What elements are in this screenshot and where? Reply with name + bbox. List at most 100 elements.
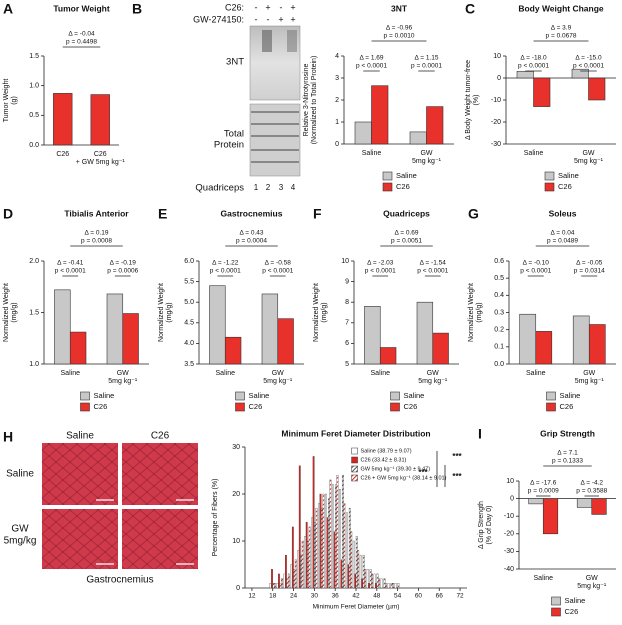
bar [278, 573, 280, 589]
bar [291, 526, 294, 589]
bar [591, 498, 607, 515]
caption: Gastrocnemius [86, 575, 153, 586]
legend-swatch [546, 391, 556, 401]
bar [276, 583, 279, 589]
annotation: Δ = 1.15 [414, 55, 438, 62]
y-axis-label: (%) [473, 95, 480, 106]
bar [350, 531, 353, 589]
annotation: Δ = 0.69 [394, 230, 418, 237]
bar [122, 313, 139, 365]
x-tick-label: Saline [216, 370, 236, 377]
tissue-label: Quadriceps [195, 183, 244, 194]
significance: *** [452, 472, 462, 481]
y-tick-label: 0.5 [29, 112, 39, 119]
legend-swatch [382, 182, 393, 192]
bar [326, 517, 329, 589]
bar [572, 315, 590, 365]
bar [321, 507, 323, 589]
bar [385, 583, 387, 589]
x-tick-label: 5mg kg⁻¹ [108, 378, 138, 385]
annotation: p = 0.0009 [528, 488, 559, 495]
x-tick-label: GW [117, 370, 129, 377]
y-tick-label: -10 [504, 513, 514, 520]
legend-label: Saline [249, 391, 270, 400]
panel-letter: D [3, 206, 13, 222]
x-tick-label: Saline [61, 370, 81, 377]
y-axis-label: Δ Body Weight tumor-free [465, 60, 472, 140]
legend-swatch [382, 171, 393, 181]
y-tick-label: 5 [345, 361, 349, 368]
blot-band [262, 30, 272, 52]
bar [380, 578, 383, 589]
legend-swatch [235, 391, 245, 401]
y-tick-label: -20 [504, 531, 514, 538]
histology-image [42, 509, 118, 569]
legend-label: C26 [94, 402, 108, 411]
annotation: p = 0.0006 [107, 268, 138, 275]
bar [305, 522, 308, 589]
chart-title: 3NT [391, 3, 408, 13]
bar [283, 573, 286, 589]
panel-letter: I [478, 426, 482, 442]
bar [516, 71, 534, 79]
bar [354, 573, 357, 589]
x-tick-label: + GW 5mg kg⁻¹ [76, 159, 126, 166]
annotation: Δ = -18.0 [520, 55, 547, 62]
x-tick-label: GW [420, 150, 432, 157]
annotation: p = 0.0489 [547, 238, 578, 245]
chart-title: Body Weight Change [518, 3, 604, 13]
annotation: Δ = 3.9 [551, 25, 572, 32]
bar [354, 121, 372, 145]
x-tick-label: C26 [94, 151, 107, 158]
legend-label: C26 (33.42 ± 8.31) [361, 457, 407, 463]
y-tick-label: 5.0 [184, 299, 194, 306]
panel-letter: E [158, 206, 167, 222]
y-axis-label: (mg/g) [476, 302, 483, 322]
bar [394, 583, 397, 589]
bar [224, 336, 242, 365]
legend-swatch [390, 402, 400, 412]
chart-title: Tibialis Anterior [64, 208, 129, 218]
bar [364, 569, 367, 589]
bar [368, 583, 371, 589]
treatment-sign: + [265, 2, 270, 12]
y-tick-label: 3 [335, 75, 339, 82]
panel-letter: B [132, 1, 142, 17]
bar [409, 131, 427, 145]
legend-label: C26 + GW 5mg kg⁻¹ (38.14 ± 9.01) [361, 475, 447, 481]
legend-label: Saline (38.79 ± 9.07) [361, 448, 412, 454]
bar [285, 554, 287, 589]
annotation: Δ = 0.04 [550, 230, 574, 237]
y-tick-label: -20 [491, 119, 501, 126]
treatment-sign: + [278, 14, 283, 24]
bar [274, 583, 276, 589]
bar [343, 503, 346, 589]
x-tick-label: GW [427, 370, 439, 377]
bar [387, 583, 390, 589]
bar [293, 569, 296, 589]
row-label: GW-274150: [193, 14, 244, 24]
x-tick-label: Saline [524, 150, 544, 157]
bar [281, 578, 283, 589]
bar [294, 559, 297, 589]
annotation: p = 0.0314 [574, 268, 605, 275]
y-tick-label: 10 [232, 538, 240, 545]
y-tick-label: 2 [335, 97, 339, 104]
annotation: Δ = 7.1 [557, 450, 578, 457]
legend-swatch [544, 171, 555, 181]
y-tick-label: 2.0 [29, 258, 39, 265]
x-tick-label: 5mg kg⁻¹ [575, 378, 605, 385]
annotation: Δ = 0.19 [84, 230, 108, 237]
annotation: p < 0.0001 [210, 268, 241, 275]
annotation: Δ = -15.0 [575, 55, 602, 62]
y-tick-label: 1 [335, 119, 339, 126]
bar [304, 536, 307, 589]
y-axis-label: (mg/g) [321, 302, 328, 322]
annotation: Δ = -0.05 [576, 260, 603, 267]
annotation: p = 0.0004 [236, 238, 267, 245]
bar [297, 550, 300, 589]
bar [314, 522, 316, 589]
annotation: p < 0.0001 [520, 268, 551, 275]
legend-swatch [544, 182, 555, 192]
lane-number: 1 [254, 183, 259, 192]
